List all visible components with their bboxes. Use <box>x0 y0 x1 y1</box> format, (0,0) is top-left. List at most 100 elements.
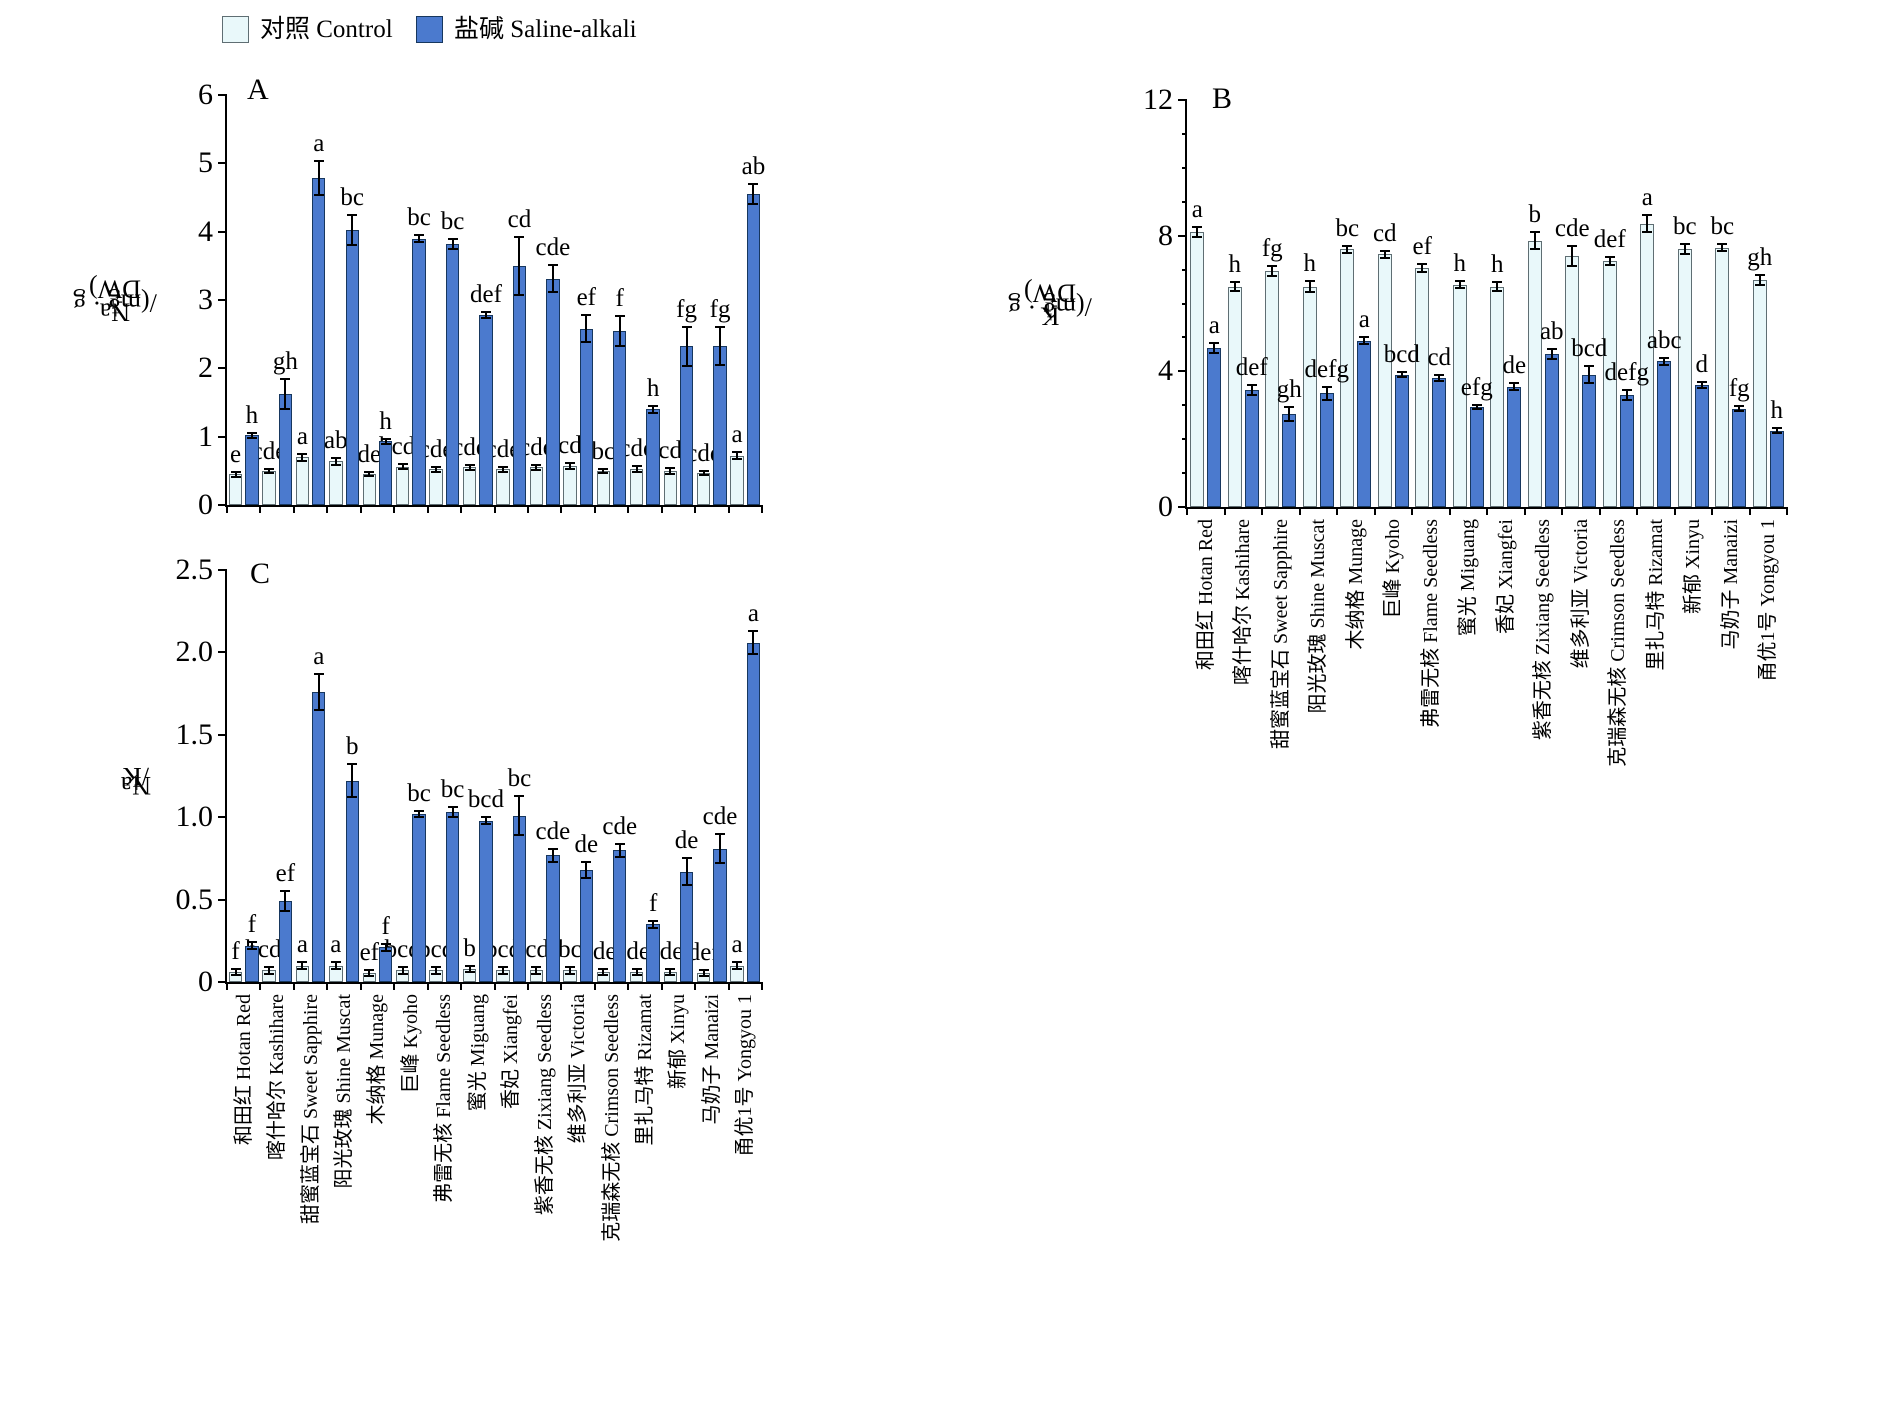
error-bar-cap <box>614 315 625 318</box>
error-bar <box>351 215 354 246</box>
legend-label-control: 对照 Control <box>260 16 393 43</box>
category-label: 甬优1号 Yongyou 1 <box>1757 519 1780 682</box>
c-saline-bar-7 <box>445 812 460 982</box>
error-bar-cap <box>698 473 709 476</box>
error-bar-cap <box>665 472 676 475</box>
error-bar <box>1438 375 1441 381</box>
error-bar-cap <box>1734 404 1745 407</box>
error-bar-cap <box>380 443 391 446</box>
error-bar-cap <box>330 967 341 970</box>
b-control-bar-10 <box>1527 240 1542 507</box>
category-label: 紫香无核 Zixiang Seedless <box>533 994 556 1216</box>
error-bar <box>1346 245 1349 253</box>
category-label: 和田红 Hotan Red <box>232 994 255 1146</box>
y-axis-minor-tick <box>1182 336 1187 339</box>
error-bar-cap <box>1642 214 1653 217</box>
error-bar-cap <box>1359 336 1370 339</box>
error-bar-cap <box>1396 376 1407 379</box>
error-bar-cap <box>1584 365 1595 368</box>
error-bar-cap <box>246 431 257 434</box>
y-axis-tick-label: 2.5 <box>175 553 214 586</box>
error-bar-cap <box>1717 243 1728 246</box>
b-saline-bar-15 <box>1732 408 1747 507</box>
error-bar-cap <box>464 469 475 472</box>
error-bar-cap <box>1734 410 1745 413</box>
error-bar <box>719 833 722 864</box>
error-bar-cap <box>397 463 408 465</box>
error-bar-cap <box>547 291 558 294</box>
x-axis-tick <box>426 982 429 990</box>
x-axis-tick <box>292 982 295 990</box>
error-bar-cap <box>598 967 609 970</box>
error-bar <box>250 432 253 439</box>
category-label: 阳光玫瑰 Shine Muscat <box>1307 519 1330 714</box>
error-bar <box>284 891 287 912</box>
y-axis-tick <box>1178 234 1187 237</box>
error-bar-cap <box>246 948 257 951</box>
c-saline-bar-14 <box>679 871 694 982</box>
error-bar-cap <box>665 467 676 470</box>
category-label: 里扎马特 Rizamat <box>633 994 656 1146</box>
error-bar-cap <box>581 877 592 880</box>
error-bar-cap <box>431 465 442 468</box>
error-bar-cap <box>581 314 592 317</box>
error-bar-cap <box>347 763 358 766</box>
x-axis-tick <box>259 982 262 990</box>
x-axis-tick <box>694 505 697 513</box>
category-label: 喀什哈尔 Kashihare <box>266 994 289 1161</box>
x-axis-tick <box>593 505 596 513</box>
b-saline-bar-3 <box>1282 413 1297 507</box>
error-bar-cap <box>1434 379 1445 382</box>
a-control-bar-13 <box>630 468 644 505</box>
error-bar-cap <box>1321 385 1332 388</box>
x-axis-tick <box>1748 507 1751 515</box>
error-bar-cap <box>414 240 425 243</box>
error-bar-cap <box>1321 399 1332 402</box>
y-axis-tick <box>218 367 227 370</box>
error-bar <box>1288 406 1291 421</box>
error-bar-cap <box>1454 287 1465 290</box>
error-bar-cap <box>564 972 575 975</box>
error-bar-cap <box>1567 244 1578 247</box>
y-axis-tick-label: 0 <box>1158 490 1173 523</box>
error-bar-cap <box>531 469 542 472</box>
error-bar-cap <box>330 456 341 459</box>
error-bar-cap <box>1304 280 1315 283</box>
error-bar <box>568 967 571 974</box>
error-bar-cap <box>614 345 625 348</box>
category-label: 克瑞森无核 Crimson Seedless <box>1607 519 1630 767</box>
c-saline-bar-4 <box>345 780 359 982</box>
a-control-bar-2 <box>262 470 276 505</box>
error-bar <box>301 453 304 461</box>
error-bar-cap <box>1771 426 1782 429</box>
error-bar <box>702 969 705 977</box>
y-axis-tick-label: 3 <box>198 283 213 316</box>
a-control-bar-7 <box>429 469 443 505</box>
error-bar-cap <box>547 264 558 267</box>
error-bar <box>535 464 538 471</box>
error-bar-cap <box>364 475 375 478</box>
error-bar-cap <box>347 244 358 247</box>
b-control-bar-14 <box>1677 249 1692 507</box>
error-bar <box>334 457 337 465</box>
category-label: 蜜光 Miguang <box>466 994 489 1112</box>
error-bar-cap <box>313 672 324 675</box>
error-bar-cap <box>498 966 509 969</box>
error-bar-cap <box>414 234 425 237</box>
x-axis-tick <box>593 982 596 990</box>
error-bar-cap <box>1471 407 1482 410</box>
error-bar <box>1683 244 1686 255</box>
y-axis-tick-label: 0 <box>198 488 213 521</box>
error-bar <box>1421 263 1424 272</box>
y-axis-tick <box>218 230 227 233</box>
panel-b-plot: 0 4 8 12 B K +/(mg · g -1 DW) a h fg h bc cd ef h h b cde d… <box>1008 82 1788 767</box>
error-bar-cap <box>447 238 458 241</box>
y-axis-tick <box>218 816 227 819</box>
error-bar-cap <box>1342 244 1353 247</box>
x-axis-tick <box>1223 507 1226 515</box>
error-bar <box>752 630 755 655</box>
a-control-bar-8 <box>462 467 477 505</box>
x-axis-tick <box>426 505 429 513</box>
error-bar-cap <box>347 214 358 217</box>
error-bar-cap <box>631 967 642 970</box>
